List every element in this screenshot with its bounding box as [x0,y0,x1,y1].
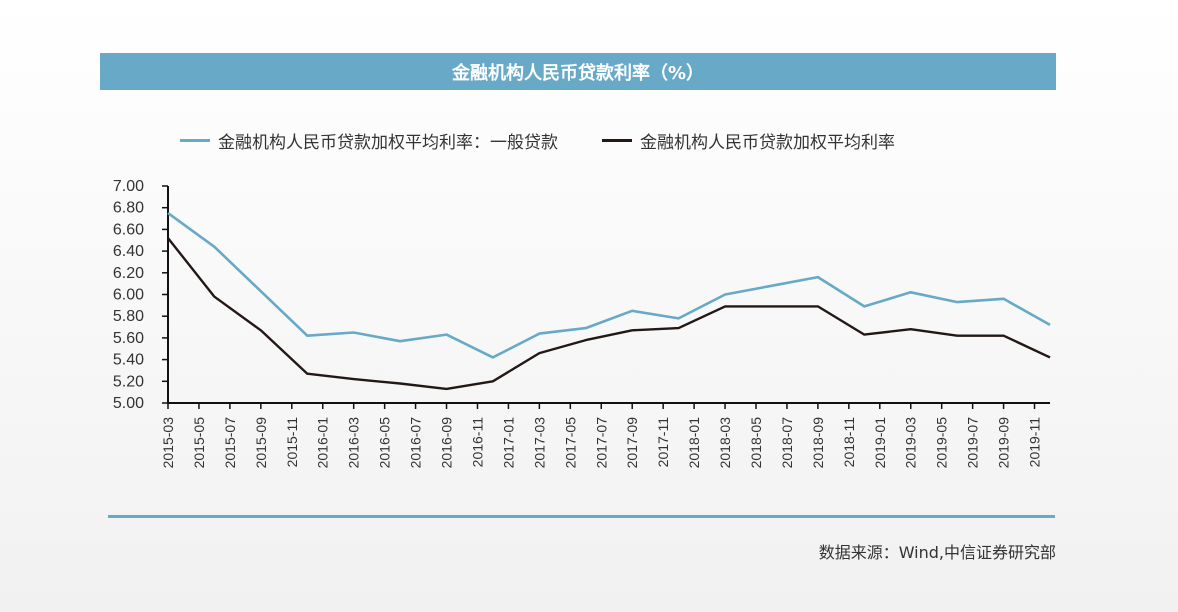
series-line-weighted [167,237,1051,391]
x-tick-label: 2018-11 [841,417,857,468]
x-tick-label: 2017-09 [624,417,640,469]
x-tick-label: 2016-03 [346,417,362,469]
y-tick-label: 6.60 [113,221,144,238]
legend-item-weighted: 金融机构人民币贷款加权平均利率 [602,128,895,153]
x-tick-label: 2018-09 [810,417,826,469]
legend: 金融机构人民币贷款加权平均利率：一般贷款 金融机构人民币贷款加权平均利率 [180,128,939,153]
y-tick-label: 6.00 [113,287,144,304]
series-line-general [167,212,1051,359]
x-tick-label: 2018-01 [686,417,702,469]
y-tick-label: 5.20 [113,373,144,390]
legend-label-general: 金融机构人民币贷款加权平均利率：一般贷款 [218,133,558,153]
y-tick-label: 5.00 [113,395,144,412]
x-tick-label: 2017-05 [562,417,578,469]
x-tick-label: 2016-01 [315,417,331,469]
x-tick-label: 2018-07 [779,417,795,469]
x-tick-label: 2016-09 [439,417,455,469]
x-tick-label: 2016-07 [408,417,424,469]
x-tick-label: 2017-11 [655,417,671,468]
x-tick-label: 2015-11 [284,417,300,468]
x-tick-label: 2019-01 [872,417,888,469]
legend-item-general: 金融机构人民币贷款加权平均利率：一般贷款 [180,128,558,153]
y-tick-label: 5.80 [113,308,144,325]
x-tick-label: 2016-05 [377,417,393,469]
x-tick-label: 2015-03 [160,417,176,469]
x-tick-label: 2015-07 [222,417,238,469]
x-tick-label: 2019-07 [965,417,981,469]
x-tick-label: 2019-11 [1027,417,1043,468]
legend-swatch-general [180,139,210,142]
x-tick-label: 2015-09 [253,417,269,469]
x-tick-label: 2019-03 [903,417,919,469]
x-tick-label: 2017-07 [593,417,609,469]
legend-swatch-weighted [602,139,632,142]
x-tick-label: 2019-05 [934,417,950,469]
x-tick-label: 2017-03 [531,417,547,469]
y-tick-label: 5.40 [113,352,144,369]
legend-label-weighted: 金融机构人民币贷款加权平均利率 [640,133,895,153]
y-tick-label: 6.20 [113,265,144,282]
y-tick-label: 5.60 [113,330,144,347]
x-tick-label: 2016-11 [469,417,485,468]
chart-title: 金融机构人民币贷款利率（%） [100,53,1056,90]
x-tick-label: 2018-03 [717,417,733,469]
source-note: 数据来源：Wind,中信证券研究部 [818,543,1056,562]
x-tick-label: 2017-01 [500,417,516,469]
x-tick-label: 2019-09 [996,417,1012,469]
bottom-rule [108,515,1055,518]
y-tick-label: 6.40 [113,243,144,260]
x-tick-label: 2018-05 [748,417,764,469]
y-tick-label: 6.80 [113,200,144,217]
x-tick-label: 2015-05 [191,417,207,469]
y-tick-label: 7.00 [113,178,144,195]
